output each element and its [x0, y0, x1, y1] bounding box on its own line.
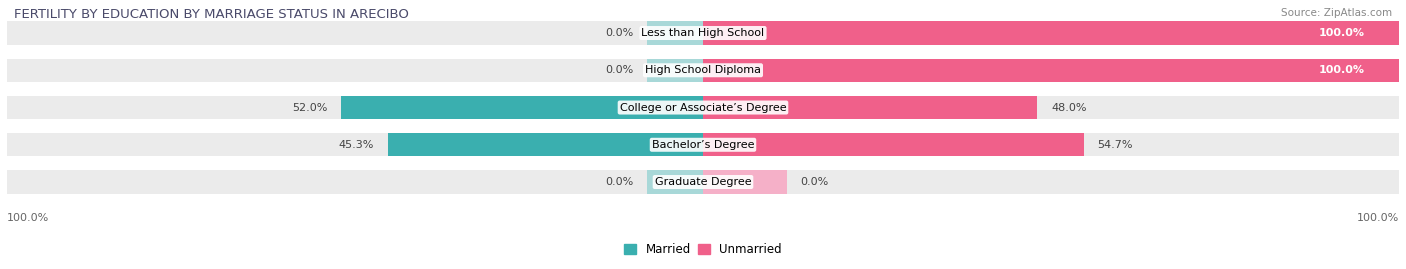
Bar: [703, 96, 1038, 119]
Bar: [703, 59, 1399, 82]
Bar: [342, 96, 703, 119]
Text: 100.0%: 100.0%: [1319, 28, 1364, 38]
Text: 0.0%: 0.0%: [800, 177, 828, 187]
Bar: [703, 171, 786, 194]
Bar: [7, 96, 1399, 119]
Bar: [647, 22, 703, 45]
Text: 45.3%: 45.3%: [339, 140, 374, 150]
Text: Source: ZipAtlas.com: Source: ZipAtlas.com: [1281, 8, 1392, 18]
Bar: [7, 133, 1399, 156]
Text: Bachelor’s Degree: Bachelor’s Degree: [652, 140, 754, 150]
Text: 0.0%: 0.0%: [605, 28, 633, 38]
Text: College or Associate’s Degree: College or Associate’s Degree: [620, 102, 786, 112]
Text: Less than High School: Less than High School: [641, 28, 765, 38]
Legend: Married, Unmarried: Married, Unmarried: [620, 238, 786, 261]
Text: 0.0%: 0.0%: [605, 177, 633, 187]
Text: 54.7%: 54.7%: [1098, 140, 1133, 150]
Bar: [7, 171, 1399, 194]
Text: 100.0%: 100.0%: [7, 213, 49, 222]
Bar: [647, 171, 703, 194]
Text: Graduate Degree: Graduate Degree: [655, 177, 751, 187]
Bar: [703, 22, 1399, 45]
Text: FERTILITY BY EDUCATION BY MARRIAGE STATUS IN ARECIBO: FERTILITY BY EDUCATION BY MARRIAGE STATU…: [14, 8, 409, 21]
Bar: [7, 22, 1399, 45]
Text: 48.0%: 48.0%: [1052, 102, 1087, 112]
Text: 100.0%: 100.0%: [1357, 213, 1399, 222]
Text: 52.0%: 52.0%: [292, 102, 328, 112]
Bar: [388, 133, 703, 156]
Bar: [647, 59, 703, 82]
Bar: [703, 133, 1084, 156]
Text: 100.0%: 100.0%: [1319, 65, 1364, 75]
Bar: [7, 59, 1399, 82]
Text: High School Diploma: High School Diploma: [645, 65, 761, 75]
Text: 0.0%: 0.0%: [605, 65, 633, 75]
